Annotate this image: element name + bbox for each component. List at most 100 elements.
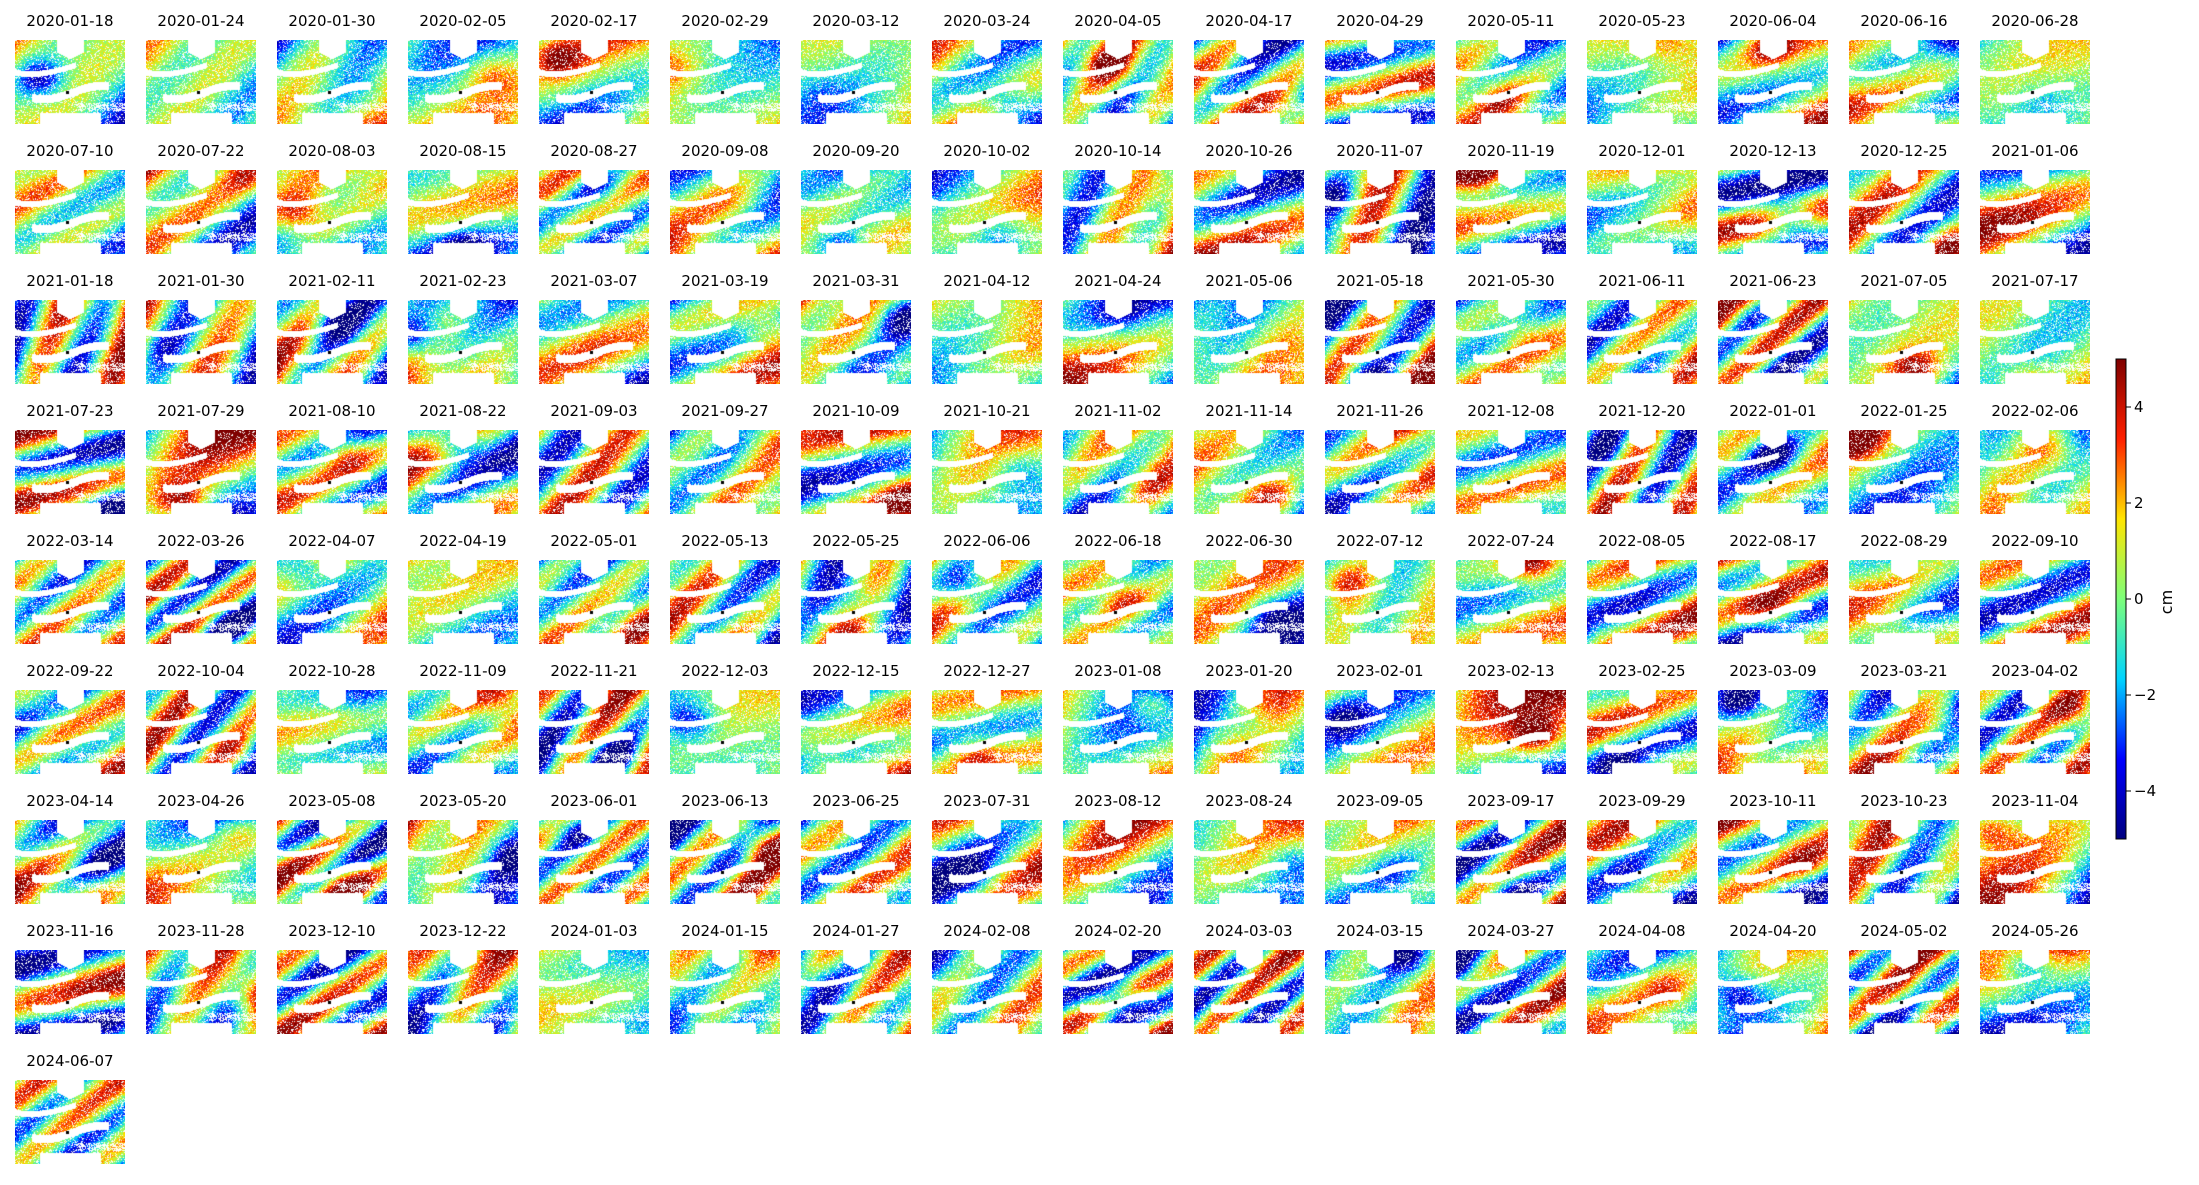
panel-title: 2020-04-29 bbox=[1336, 12, 1424, 30]
panel-2024-05-26: 2024-05-26 bbox=[1980, 918, 2090, 1034]
panel-title: 2024-06-07 bbox=[26, 1052, 114, 1070]
panel-title: 2020-11-19 bbox=[1467, 142, 1555, 160]
panel-title: 2022-08-17 bbox=[1729, 532, 1817, 550]
panel-title: 2020-07-10 bbox=[26, 142, 114, 160]
panel-2022-01-25: 2022-01-25 bbox=[1849, 398, 1959, 514]
panel-title: 2024-01-27 bbox=[812, 922, 900, 940]
deformation-map bbox=[1849, 170, 1959, 254]
panel-2021-03-31: 2021-03-31 bbox=[801, 268, 911, 384]
panel-2021-12-08: 2021-12-08 bbox=[1456, 398, 1566, 514]
panel-2021-07-23: 2021-07-23 bbox=[15, 398, 125, 514]
panel-title: 2024-01-15 bbox=[681, 922, 769, 940]
panel-title: 2023-06-13 bbox=[681, 792, 769, 810]
panel-2022-10-04: 2022-10-04 bbox=[146, 658, 256, 774]
deformation-map bbox=[1063, 170, 1173, 254]
panel-2023-04-26: 2023-04-26 bbox=[146, 788, 256, 904]
panel-2023-01-20: 2023-01-20 bbox=[1194, 658, 1304, 774]
deformation-map bbox=[1718, 560, 1828, 644]
panel-title: 2021-11-14 bbox=[1205, 402, 1293, 420]
panel-2021-07-05: 2021-07-05 bbox=[1849, 268, 1959, 384]
panel-title: 2023-04-14 bbox=[26, 792, 114, 810]
panel-title: 2023-09-17 bbox=[1467, 792, 1555, 810]
panel-2020-06-16: 2020-06-16 bbox=[1849, 8, 1959, 124]
panel-2020-08-03: 2020-08-03 bbox=[277, 138, 387, 254]
deformation-map bbox=[1587, 170, 1697, 254]
panel-2023-02-25: 2023-02-25 bbox=[1587, 658, 1697, 774]
deformation-map bbox=[1980, 170, 2090, 254]
deformation-map bbox=[277, 40, 387, 124]
panel-2021-06-11: 2021-06-11 bbox=[1587, 268, 1697, 384]
deformation-map bbox=[15, 820, 125, 904]
deformation-map bbox=[146, 560, 256, 644]
panel-2021-05-30: 2021-05-30 bbox=[1456, 268, 1566, 384]
panel-2023-10-23: 2023-10-23 bbox=[1849, 788, 1959, 904]
deformation-map bbox=[1980, 560, 2090, 644]
panel-2024-03-03: 2024-03-03 bbox=[1194, 918, 1304, 1034]
panel-title: 2024-04-08 bbox=[1598, 922, 1686, 940]
deformation-map bbox=[932, 560, 1042, 644]
panel-2020-02-17: 2020-02-17 bbox=[539, 8, 649, 124]
deformation-map bbox=[670, 560, 780, 644]
panel-2020-02-29: 2020-02-29 bbox=[670, 8, 780, 124]
panel-title: 2020-11-07 bbox=[1336, 142, 1424, 160]
panel-2021-11-26: 2021-11-26 bbox=[1325, 398, 1435, 514]
panel-2022-10-28: 2022-10-28 bbox=[277, 658, 387, 774]
panel-2023-02-13: 2023-02-13 bbox=[1456, 658, 1566, 774]
panel-2024-06-07: 2024-06-07 bbox=[15, 1048, 125, 1164]
panel-title: 2023-06-01 bbox=[550, 792, 638, 810]
panel-title: 2021-10-21 bbox=[943, 402, 1031, 420]
panel-2022-02-06: 2022-02-06 bbox=[1980, 398, 2090, 514]
panel-title: 2024-03-15 bbox=[1336, 922, 1424, 940]
panel-2023-12-22: 2023-12-22 bbox=[408, 918, 518, 1034]
panel-2020-06-04: 2020-06-04 bbox=[1718, 8, 1828, 124]
panel-title: 2024-03-03 bbox=[1205, 922, 1293, 940]
deformation-map bbox=[539, 40, 649, 124]
panel-2021-09-27: 2021-09-27 bbox=[670, 398, 780, 514]
panel-2020-08-15: 2020-08-15 bbox=[408, 138, 518, 254]
panel-title: 2022-07-12 bbox=[1336, 532, 1424, 550]
deformation-map bbox=[539, 300, 649, 384]
deformation-map bbox=[1849, 950, 1959, 1034]
panel-title: 2021-01-06 bbox=[1991, 142, 2079, 160]
panel-2024-03-15: 2024-03-15 bbox=[1325, 918, 1435, 1034]
deformation-map bbox=[15, 950, 125, 1034]
panel-2020-04-17: 2020-04-17 bbox=[1194, 8, 1304, 124]
panel-2020-12-25: 2020-12-25 bbox=[1849, 138, 1959, 254]
deformation-map bbox=[1194, 170, 1304, 254]
panel-2023-12-10: 2023-12-10 bbox=[277, 918, 387, 1034]
panel-title: 2020-05-23 bbox=[1598, 12, 1686, 30]
deformation-map bbox=[801, 950, 911, 1034]
deformation-map bbox=[932, 300, 1042, 384]
deformation-map bbox=[277, 560, 387, 644]
panel-title: 2021-07-17 bbox=[1991, 272, 2079, 290]
panel-title: 2021-12-20 bbox=[1598, 402, 1686, 420]
deformation-map bbox=[1980, 40, 2090, 124]
panel-title: 2020-01-24 bbox=[157, 12, 245, 30]
panel-title: 2021-03-07 bbox=[550, 272, 638, 290]
panel-2023-06-25: 2023-06-25 bbox=[801, 788, 911, 904]
panel-title: 2020-09-08 bbox=[681, 142, 769, 160]
deformation-map bbox=[801, 170, 911, 254]
panel-title: 2020-06-16 bbox=[1860, 12, 1948, 30]
deformation-map bbox=[670, 300, 780, 384]
panel-title: 2022-03-26 bbox=[157, 532, 245, 550]
panel-title: 2022-04-07 bbox=[288, 532, 376, 550]
panel-2024-03-27: 2024-03-27 bbox=[1456, 918, 1566, 1034]
panel-title: 2021-08-10 bbox=[288, 402, 376, 420]
colorbar-tick-label: −4 bbox=[2134, 782, 2156, 800]
deformation-map bbox=[670, 430, 780, 514]
panel-2022-05-13: 2022-05-13 bbox=[670, 528, 780, 644]
deformation-map bbox=[408, 300, 518, 384]
deformation-map bbox=[932, 690, 1042, 774]
panel-title: 2020-03-12 bbox=[812, 12, 900, 30]
panel-title: 2020-12-01 bbox=[1598, 142, 1686, 160]
deformation-map bbox=[801, 690, 911, 774]
panel-title: 2024-03-27 bbox=[1467, 922, 1555, 940]
deformation-map bbox=[1849, 560, 1959, 644]
panel-2022-01-01: 2022-01-01 bbox=[1718, 398, 1828, 514]
panel-2021-01-06: 2021-01-06 bbox=[1980, 138, 2090, 254]
panel-title: 2020-09-20 bbox=[812, 142, 900, 160]
deformation-map bbox=[1718, 430, 1828, 514]
deformation-map bbox=[15, 300, 125, 384]
panel-2024-01-15: 2024-01-15 bbox=[670, 918, 780, 1034]
